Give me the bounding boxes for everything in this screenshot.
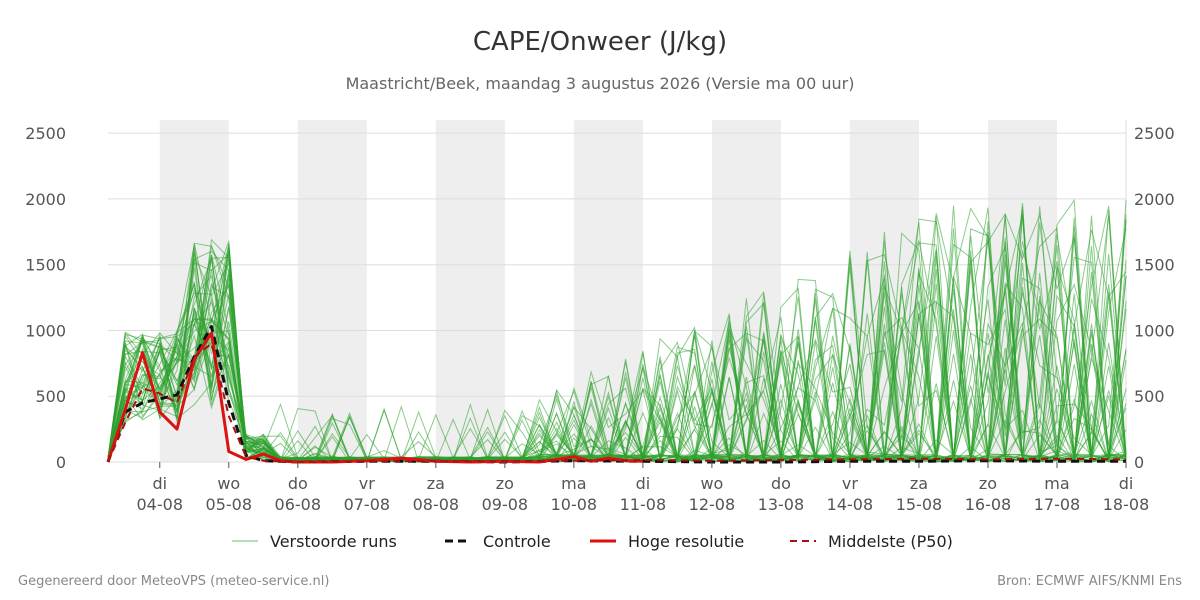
x-tick-day-5: zo bbox=[496, 474, 514, 493]
legend-label-high-res: Hoge resolutie bbox=[628, 532, 744, 551]
footer-source: Bron: ECMWF AIFS/KNMI Ens bbox=[997, 574, 1182, 589]
y-tick-left-500: 500 bbox=[35, 387, 66, 406]
y-tick-left-1000: 1000 bbox=[25, 321, 66, 340]
legend-label-ensemble: Verstoorde runs bbox=[270, 532, 397, 551]
y-tick-right-1500: 1500 bbox=[1134, 256, 1175, 275]
x-tick-day-14: di bbox=[1119, 474, 1134, 493]
y-tick-left-2000: 2000 bbox=[25, 190, 66, 209]
x-tick-day-10: vr bbox=[842, 474, 858, 493]
x-tick-day-4: za bbox=[427, 474, 445, 493]
legend-label-control: Controle bbox=[483, 532, 551, 551]
x-tick-date-8: 12-08 bbox=[689, 495, 736, 514]
x-tick-day-3: vr bbox=[359, 474, 375, 493]
x-tick-date-10: 14-08 bbox=[827, 495, 874, 514]
chart-subtitle: Maastricht/Beek, maandag 3 augustus 2026… bbox=[346, 74, 855, 93]
y-tick-right-1000: 1000 bbox=[1134, 321, 1175, 340]
x-tick-date-13: 17-08 bbox=[1034, 495, 1081, 514]
y-tick-right-2000: 2000 bbox=[1134, 190, 1175, 209]
x-tick-date-7: 11-08 bbox=[620, 495, 667, 514]
x-axis: di 04-08 wo 05-08 do 06-08 vr 07-08 za 08-08 zo 09-… bbox=[137, 462, 1150, 514]
x-tick-date-11: 15-08 bbox=[896, 495, 943, 514]
series-line-2 bbox=[107, 342, 1127, 463]
y-axis-right: 0 500 1000 1500 2000 2500 bbox=[1134, 124, 1175, 472]
x-tick-date-1: 05-08 bbox=[206, 495, 253, 514]
x-tick-date-4: 08-08 bbox=[413, 495, 460, 514]
y-tick-right-500: 500 bbox=[1134, 387, 1165, 406]
y-tick-right-2500: 2500 bbox=[1134, 124, 1175, 143]
main-series bbox=[106, 325, 1127, 464]
y-tick-left-1500: 1500 bbox=[25, 256, 66, 275]
ensemble-run-48 bbox=[107, 218, 1127, 463]
x-tick-day-1: wo bbox=[217, 474, 240, 493]
x-tick-date-5: 09-08 bbox=[482, 495, 529, 514]
x-tick-day-9: do bbox=[771, 474, 791, 493]
x-tick-date-2: 06-08 bbox=[275, 495, 322, 514]
x-tick-day-13: ma bbox=[1044, 474, 1069, 493]
x-tick-date-3: 07-08 bbox=[344, 495, 391, 514]
x-tick-day-6: ma bbox=[561, 474, 586, 493]
y-axis-left: 0 500 1000 1500 2000 2500 bbox=[25, 124, 66, 472]
footer-generated: Gegenereerd door MeteoVPS (meteo-service… bbox=[18, 574, 329, 589]
x-tick-date-9: 13-08 bbox=[758, 495, 805, 514]
legend: Verstoorde runs Controle Hoge resolutie … bbox=[232, 532, 953, 551]
x-tick-day-8: wo bbox=[700, 474, 723, 493]
x-tick-date-6: 10-08 bbox=[551, 495, 598, 514]
x-tick-day-2: do bbox=[288, 474, 308, 493]
y-tick-left-0: 0 bbox=[56, 453, 66, 472]
x-tick-date-14: 18-08 bbox=[1103, 495, 1150, 514]
x-tick-date-0: 04-08 bbox=[137, 495, 184, 514]
x-tick-date-12: 16-08 bbox=[965, 495, 1012, 514]
ensemble-run-49 bbox=[107, 214, 1127, 463]
y-tick-right-0: 0 bbox=[1134, 453, 1144, 472]
legend-label-median: Middelste (P50) bbox=[828, 532, 953, 551]
x-tick-day-0: di bbox=[152, 474, 167, 493]
x-tick-day-12: zo bbox=[979, 474, 997, 493]
y-tick-left-2500: 2500 bbox=[25, 124, 66, 143]
night-band-1 bbox=[297, 120, 367, 462]
x-tick-day-11: za bbox=[910, 474, 928, 493]
x-tick-day-7: di bbox=[636, 474, 651, 493]
ensemble-run-37 bbox=[107, 210, 1127, 463]
night-band-2 bbox=[435, 120, 505, 462]
chart-title: CAPE/Onweer (J/kg) bbox=[473, 27, 727, 57]
